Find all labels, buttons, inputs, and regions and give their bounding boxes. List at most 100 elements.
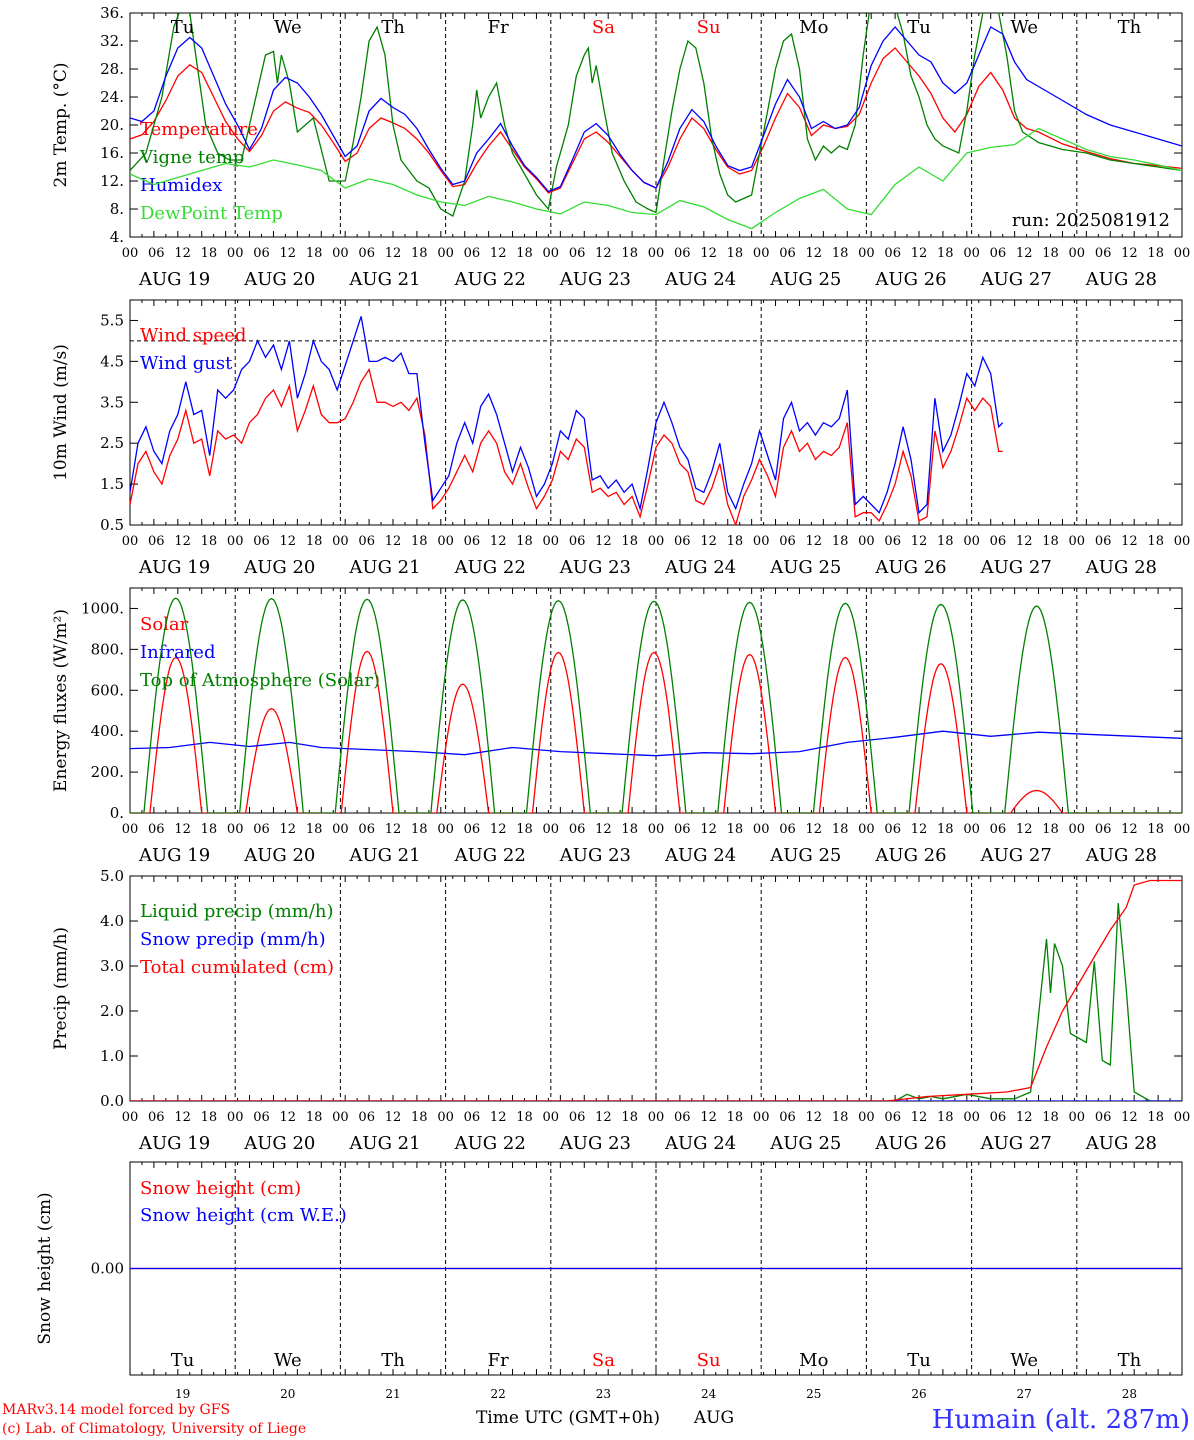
day-abbr-label: Fr [488,1350,509,1371]
x-hour-label: 00 [227,822,244,837]
y-tick-label: 4. [110,228,124,246]
y-tick-label: 600. [91,681,124,699]
x-hour-label: 06 [1095,534,1112,549]
y-tick-label: 0. [110,804,124,822]
x-hour-label: 12 [806,246,823,261]
y-tick-label: 24. [100,88,124,106]
x-hour-label: 18 [1042,1110,1059,1125]
legend-entry: Total cumulated (cm) [140,957,334,978]
x-hour-label: 00 [437,246,454,261]
x-date-label: AUG 21 [348,269,420,290]
x-hour-label: 12 [490,822,507,837]
x-hour-label: 00 [753,246,770,261]
x-date-label: AUG 19 [138,845,210,866]
x-hour-label: 12 [1121,822,1138,837]
x-hour-label: 06 [884,246,901,261]
x-hour-label: 12 [280,822,297,837]
y-tick-label: 5.5 [100,311,124,329]
x-date-label: AUG 24 [664,557,736,578]
x-hour-label: 06 [148,1110,165,1125]
x-hour-label: 06 [1095,246,1112,261]
x-date-label: AUG 19 [138,557,210,578]
run-label: run: 2025081912 [1012,210,1170,231]
day-abbr-label: Tu [907,1350,931,1371]
day-abbr-label: Th [381,1350,405,1371]
y-tick-label: 1.0 [100,1047,124,1065]
x-hour-label: 18 [201,534,218,549]
x-hour-label: 06 [674,246,691,261]
month-label: AUG [693,1408,734,1428]
panel-snow: 0.00 Snow height (cm) Snow height (cm) Snow… [35,1161,1183,1401]
x-date-label: AUG 25 [769,269,841,290]
x-hour-label: 18 [937,534,954,549]
y-tick-label: 8. [110,200,124,218]
x-hour-label: 00 [543,1110,560,1125]
x-hour-label: 00 [122,1110,139,1125]
day-number-label: 20 [280,1387,295,1401]
x-hour-label: 18 [621,1110,638,1125]
x-hour-label: 00 [1069,822,1086,837]
x-hour-label: 12 [1016,246,1033,261]
x-hour-label: 12 [385,1110,402,1125]
day-number-label: 25 [806,1387,821,1401]
x-hour-label: 06 [779,534,796,549]
x-hour-label: 12 [490,246,507,261]
day-abbr-label: Sa [592,1350,615,1371]
y-tick-label: 2.0 [100,1002,124,1020]
legend-entry: Snow precip (mm/h) [140,929,326,950]
x-hour-label: 06 [674,1110,691,1125]
x-hour-label: 00 [1069,534,1086,549]
x-hour-label: 06 [990,822,1007,837]
x-hour-label: 12 [806,1110,823,1125]
y-tick-label: 3.5 [100,393,124,411]
x-date-label: AUG 20 [243,269,315,290]
x-hour-label: 00 [963,1110,980,1125]
x-hour-label: 06 [779,822,796,837]
legend-entry: Snow height (cm) [140,1178,301,1199]
x-hour-label: 18 [201,246,218,261]
x-hour-label: 12 [490,534,507,549]
x-date-label: AUG 26 [874,845,946,866]
x-hour-label: 18 [832,1110,849,1125]
x-hour-label: 06 [358,822,375,837]
y-tick-label: 3.0 [100,957,124,975]
day-number-label: 22 [491,1387,506,1401]
y-tick-label: 2.5 [100,434,124,452]
x-hour-label: 06 [358,534,375,549]
x-hour-label: 06 [148,534,165,549]
x-date-label: AUG 26 [874,269,946,290]
x-hour-label: 06 [1095,822,1112,837]
day-number-label: 24 [701,1387,717,1401]
x-hour-label: 00 [332,534,349,549]
x-hour-label: 18 [516,534,533,549]
x-hour-label: 06 [148,246,165,261]
x-hour-label: 18 [832,822,849,837]
y-tick-label: 800. [91,640,124,658]
x-date-label: AUG 26 [874,557,946,578]
x-hour-label: 12 [1016,1110,1033,1125]
legend-entry: DewPoint Temp [140,203,283,224]
x-hour-label: 12 [700,534,717,549]
legend-entry: Temperature [140,119,258,140]
x-hour-label: 00 [1069,1110,1086,1125]
x-hour-label: 00 [1174,822,1191,837]
x-hour-label: 06 [674,534,691,549]
x-hour-label: 12 [280,246,297,261]
x-hour-label: 06 [464,246,481,261]
x-hour-label: 06 [253,822,270,837]
x-date-label: AUG 26 [874,1133,946,1154]
day-number-label: 19 [175,1387,190,1401]
x-hour-label: 12 [174,246,191,261]
x-hour-label: 00 [122,534,139,549]
x-hour-label: 12 [280,1110,297,1125]
day-number-label: 28 [1122,1387,1137,1401]
x-hour-label: 18 [1042,246,1059,261]
x-hour-label: 06 [884,822,901,837]
x-hour-label: 18 [1042,534,1059,549]
x-hour-label: 00 [858,822,875,837]
x-hour-label: 12 [490,1110,507,1125]
legend-entry: Snow height (cm W.E.) [140,1205,347,1226]
x-hour-label: 18 [937,1110,954,1125]
station-title: Humain (alt. 287m) [932,1405,1190,1435]
